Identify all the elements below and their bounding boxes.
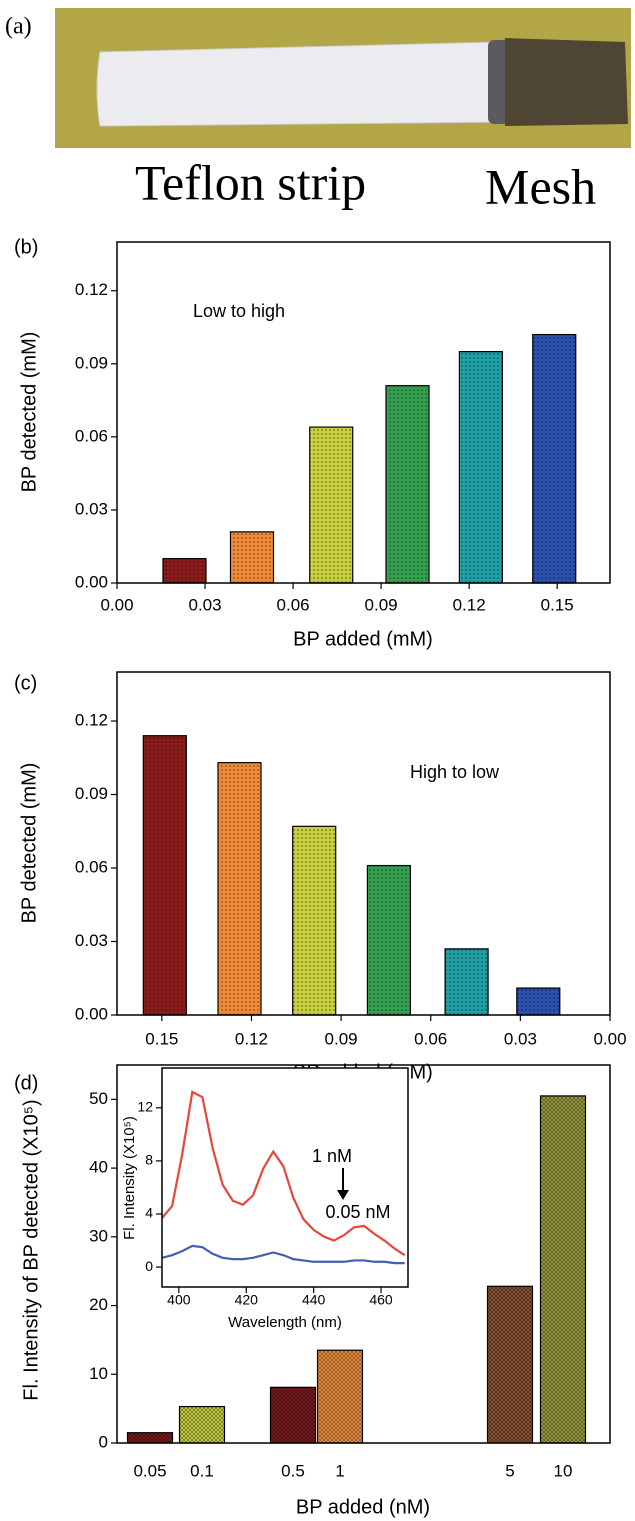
x-tick-label: 0.12 [453,595,486,614]
y-tick-label: 0.12 [75,280,108,299]
y-tick-label: 0.09 [75,353,108,372]
y-axis-label: BP detected (mM) [18,763,40,924]
bar [316,1349,364,1444]
y-axis-label: Fl. Intensity of BP detected (X10⁵) [20,1099,42,1400]
x-tick-label: 0.03 [504,1029,537,1048]
y-tick-label: 0.03 [75,931,108,950]
strip-label: Teflon strip [135,154,366,210]
y-tick-label: 0.03 [75,499,108,518]
clip [488,40,510,124]
line [161,1244,405,1265]
bar [366,864,411,1016]
x-axis-label: BP added (mM) [293,628,433,650]
chart: 0.00 0.03 0.06 0.09 0.12 0.15 0.12 0.09 0.06 0.03… [14,671,627,1083]
y-tick-label: 0.06 [75,857,108,876]
bar [539,1095,587,1444]
bar [385,385,430,584]
bar [309,426,354,584]
x-tick-label: 10 [554,1461,573,1480]
panel-label: (c) [14,672,37,694]
teflon-strip [96,41,503,127]
panel-label: (b) [14,236,38,258]
plot-background [162,1068,408,1287]
panel-label: (a) [5,14,32,40]
x-tick-label: 0.05 [133,1461,166,1480]
y-tick-label: 0.00 [75,572,108,591]
bar [292,825,337,1016]
x-tick-label: 440 [302,1292,326,1308]
y-tick-label: 30 [89,1226,108,1245]
y-tick-label: 0.12 [75,710,108,729]
note: High to low [410,762,500,782]
bar [269,1386,317,1444]
x-tick-label: 0.5 [281,1461,305,1480]
annotation: 0.05 nM [325,1202,390,1222]
x-axis-label: Wavelength (nm) [228,1314,342,1331]
chart: 0 4 8 12 400 420 440 460 1 nM 0.05 nM Wavelength (… [121,1067,409,1331]
mesh [505,38,628,126]
y-tick-label: 20 [89,1295,108,1314]
y-axis-label: Fl. Intensity (X10⁵) [121,1116,138,1240]
y-axis-label: BP detected (mM) [18,332,40,493]
panel-label: (d) [14,1072,38,1094]
x-axis-label: BP added (nM) [296,1496,430,1518]
x-tick-label: 460 [369,1292,393,1308]
x-tick-label: 0.06 [277,595,310,614]
x-tick-label: 0.00 [593,1029,626,1048]
plot-frame [116,241,611,584]
y-tick-label: 0.09 [75,784,108,803]
y-tick-label: 10 [89,1364,108,1383]
x-tick-label: 5 [505,1461,514,1480]
plot-frame [161,1067,409,1288]
bar [516,987,561,1016]
bar [142,735,187,1016]
bar [532,333,577,584]
y-tick-label: 0 [99,1432,108,1451]
photo: (a) Teflon strip Mesh [5,8,631,214]
mesh-label: Mesh [485,158,596,214]
x-tick-label: 1 [335,1461,344,1480]
y-tick-label: 0.06 [75,426,108,445]
y-tick-label: 4 [145,1205,153,1221]
y-tick-label: 8 [145,1152,153,1168]
y-tick-label: 40 [89,1158,108,1177]
line [161,1090,406,1257]
x-tick-label: 0.15 [145,1029,178,1048]
y-tick-label: 50 [89,1089,108,1108]
bar [126,1432,174,1444]
bar [217,762,262,1016]
x-tick-label: 0.03 [188,595,221,614]
plot-frame [116,671,611,1016]
bar [444,948,489,1016]
x-tick-label: 0.00 [100,595,133,614]
y-tick-label: 0 [145,1258,153,1274]
annotation: 1 nM [312,1146,352,1166]
chart: 0.00 0.03 0.06 0.09 0.12 0.00 0.03 0.06 0.09 0.12… [14,236,611,650]
arrow-head [337,1190,349,1200]
x-tick-label: 400 [167,1292,191,1308]
x-tick-label: 0.15 [541,595,574,614]
bar [458,351,503,584]
y-tick-label: 0.00 [75,1004,108,1023]
bar [162,558,207,584]
x-tick-label: 0.06 [414,1029,447,1048]
bar [229,531,275,584]
x-tick-label: 0.09 [365,595,398,614]
x-tick-label: 0.09 [325,1029,358,1048]
plot-frame [116,1064,611,1444]
bar [486,1285,534,1444]
note: Low to high [193,301,285,321]
x-tick-label: 0.12 [235,1029,268,1048]
x-tick-label: 420 [235,1292,259,1308]
x-tick-label: 0.1 [190,1461,214,1480]
y-tick-label: 12 [137,1099,153,1115]
bar [178,1405,226,1444]
